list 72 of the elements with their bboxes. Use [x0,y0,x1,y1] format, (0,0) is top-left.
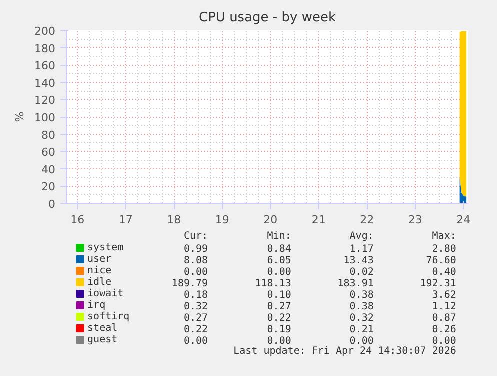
legend-label: idle [88,277,112,288]
x-tick-label: 18 [167,214,182,226]
text: 0.84 [267,244,292,255]
text: 0.40 [432,267,456,278]
x-tick-label: 16 [70,214,85,226]
x-tick-label: 23 [408,214,422,226]
legend-label: guest [88,334,118,346]
y-axis-title: % [14,112,27,122]
x-tick-label: 21 [312,214,326,226]
y-tick-label: 180 [34,42,56,56]
y-tick-label: 60 [42,146,56,160]
text: 0.38 [350,290,374,301]
text: 1.12 [432,302,456,312]
text: 189.79 [172,278,208,290]
text: 118.13 [255,278,292,290]
text: 0.18 [184,290,208,301]
text: 2.80 [432,244,456,255]
text: 0.10 [267,290,292,301]
legend-label: system [88,242,124,254]
text: 0.26 [432,324,456,336]
legend-label: user [88,254,112,265]
text: 6.05 [267,256,292,266]
text: 0.22 [267,313,292,324]
y-tick-label: 140 [34,76,56,90]
text: 0.00 [432,336,456,347]
text: 76.60 [426,256,456,266]
text: 0.00 [184,267,208,278]
x-tick-label: 24 [456,214,471,226]
text: 0.32 [184,302,208,312]
y-tick-label: 100 [34,112,56,124]
chart-title: CPU usage - by week [199,10,336,26]
x-tick-label: 19 [215,214,230,226]
text: 0.02 [350,267,374,278]
text: Avg: [350,231,374,242]
x-tick-label: 20 [264,214,278,226]
text: 0.00 [350,336,374,347]
y-tick-label: 40 [42,163,56,176]
text: 3.62 [432,290,456,301]
text: 13.43 [344,256,374,266]
y-tick-label: 200 [34,25,56,38]
text: 8.08 [184,256,208,266]
text: Min: [267,231,292,242]
text: 183.91 [338,278,374,290]
text: Max: [432,231,456,242]
text: 1.17 [350,244,374,255]
text: 0.32 [350,313,374,324]
x-tick-label: 17 [118,214,133,226]
legend-label: nice [88,266,112,276]
legend-label: irq [88,300,106,311]
legend-label: softirq [88,312,130,322]
y-tick-label: 120 [34,94,56,108]
text: Cur: [184,231,208,242]
text: 0.27 [267,302,292,312]
legend-label: iowait [88,288,124,300]
text: 0.19 [267,324,292,336]
text: 0.00 [184,336,208,347]
text: 0.38 [350,302,374,312]
y-tick-label: 80 [42,128,56,142]
text: 0.22 [184,324,208,336]
legend-label: steal [88,323,118,334]
text: 0.87 [432,313,456,324]
x-tick-label: 22 [360,214,374,226]
text: 0.00 [267,336,292,347]
text: 192.31 [420,278,456,290]
text: Last update: Fri Apr 24 14:30:07 2026 [234,346,456,357]
y-tick-label: 0 [48,198,56,211]
y-tick-label: 160 [34,60,56,73]
text: 0.99 [184,244,208,255]
y-tick-label: 20 [42,180,56,194]
text: 0.27 [184,313,208,324]
text: 0.00 [267,267,292,278]
text: 0.21 [350,324,374,336]
